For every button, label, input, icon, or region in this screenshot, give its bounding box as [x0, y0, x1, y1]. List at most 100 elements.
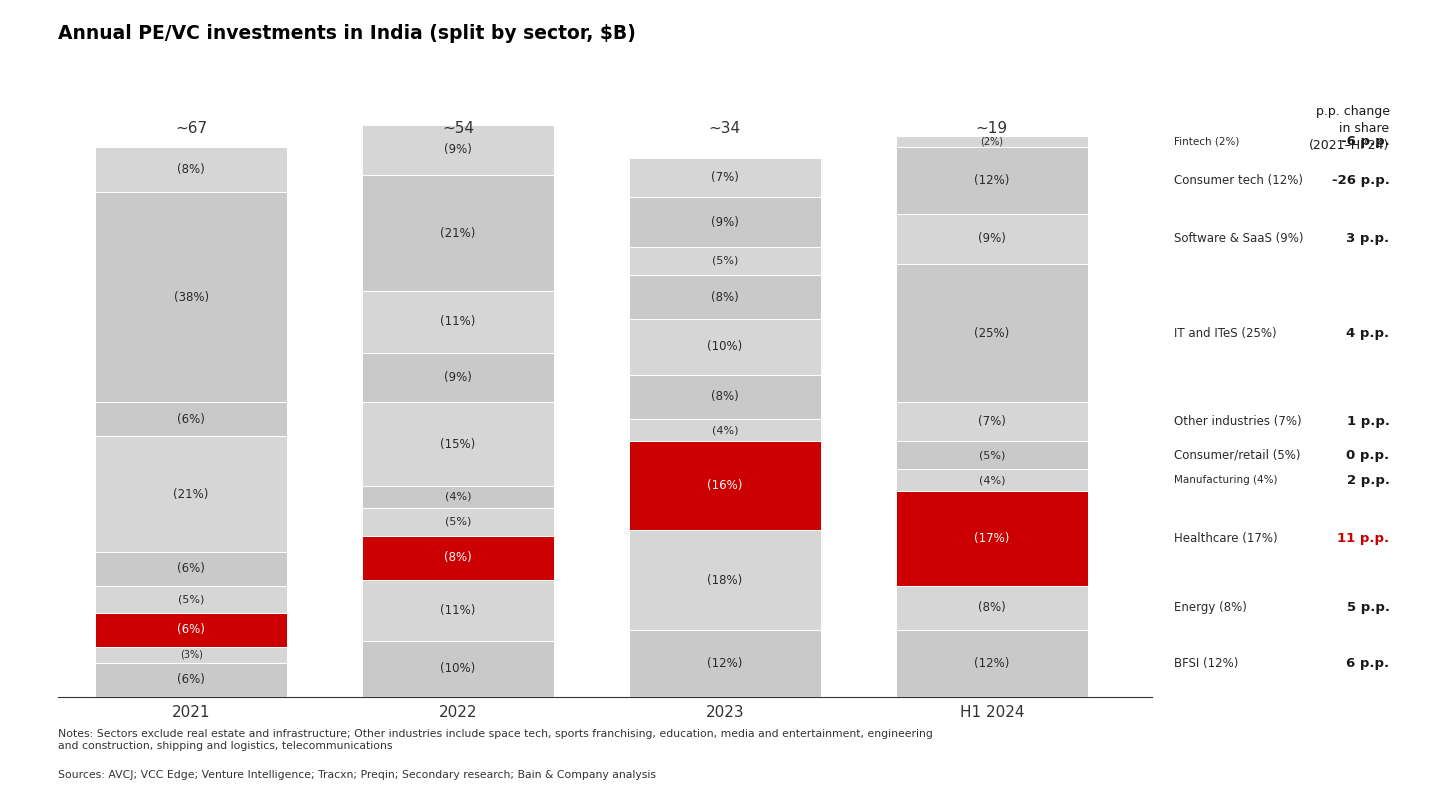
Text: (6%): (6%) — [177, 562, 204, 575]
Text: (21%): (21%) — [441, 227, 475, 240]
Bar — [896, 136, 1089, 147]
Text: (11%): (11%) — [441, 604, 475, 617]
Text: (3%): (3%) — [180, 650, 203, 660]
Bar — [361, 486, 554, 508]
Bar — [95, 613, 287, 646]
Text: (8%): (8%) — [711, 390, 739, 403]
Text: (12%): (12%) — [707, 657, 743, 670]
Bar — [629, 275, 821, 319]
Bar — [95, 663, 287, 697]
Bar — [361, 641, 554, 697]
Bar — [896, 586, 1089, 630]
Text: (4%): (4%) — [979, 475, 1005, 485]
Bar — [95, 586, 287, 613]
Text: (11%): (11%) — [441, 315, 475, 329]
Bar — [896, 264, 1089, 403]
Bar — [629, 630, 821, 697]
Text: (12%): (12%) — [973, 174, 1009, 187]
Bar — [896, 630, 1089, 697]
Bar — [896, 469, 1089, 491]
Bar — [629, 197, 821, 247]
Bar — [629, 247, 821, 275]
Bar — [896, 214, 1089, 264]
Text: 1 p.p.: 1 p.p. — [1346, 416, 1390, 428]
Text: (8%): (8%) — [978, 601, 1005, 614]
Bar — [95, 191, 287, 403]
Bar — [629, 375, 821, 419]
Text: (8%): (8%) — [711, 291, 739, 304]
Text: ~54: ~54 — [442, 121, 474, 136]
Text: (5%): (5%) — [711, 256, 739, 266]
Bar — [361, 352, 554, 403]
Text: (18%): (18%) — [707, 573, 743, 586]
Bar — [896, 403, 1089, 441]
Text: Fintech (2%): Fintech (2%) — [1174, 137, 1238, 147]
Text: (16%): (16%) — [707, 480, 743, 492]
Text: 11 p.p.: 11 p.p. — [1338, 532, 1390, 545]
Text: (10%): (10%) — [441, 663, 475, 676]
Text: Other industries (7%): Other industries (7%) — [1174, 416, 1302, 428]
Text: (7%): (7%) — [711, 171, 739, 184]
Text: IT and ITeS (25%): IT and ITeS (25%) — [1174, 326, 1276, 339]
Bar — [361, 508, 554, 535]
Text: (9%): (9%) — [978, 232, 1005, 245]
Text: ~34: ~34 — [708, 121, 742, 136]
Bar — [896, 491, 1089, 586]
Bar — [629, 530, 821, 630]
Text: 6 p.p.: 6 p.p. — [1346, 657, 1390, 670]
Text: ~67: ~67 — [176, 121, 207, 136]
Text: Energy (8%): Energy (8%) — [1174, 601, 1247, 614]
Text: (5%): (5%) — [179, 595, 204, 604]
Text: (10%): (10%) — [707, 340, 743, 353]
Text: (21%): (21%) — [173, 488, 209, 501]
Text: (6%): (6%) — [177, 673, 204, 686]
Text: Notes: Sectors exclude real estate and infrastructure; Other industries include : Notes: Sectors exclude real estate and i… — [58, 729, 933, 751]
Text: BFSI (12%): BFSI (12%) — [1174, 657, 1238, 670]
Text: (4%): (4%) — [445, 492, 471, 502]
Text: (8%): (8%) — [177, 163, 204, 176]
Text: Manufacturing (4%): Manufacturing (4%) — [1174, 475, 1277, 485]
Bar — [95, 436, 287, 552]
Text: (4%): (4%) — [711, 425, 739, 435]
Text: (6%): (6%) — [177, 412, 204, 425]
Text: 3 p.p.: 3 p.p. — [1346, 232, 1390, 245]
Text: -26 p.p.: -26 p.p. — [1332, 174, 1390, 187]
Text: (17%): (17%) — [973, 532, 1009, 545]
Text: (9%): (9%) — [444, 143, 472, 156]
Bar — [361, 580, 554, 641]
Bar — [629, 441, 821, 530]
Bar — [361, 175, 554, 292]
Bar — [95, 147, 287, 191]
Text: Healthcare (17%): Healthcare (17%) — [1174, 532, 1277, 545]
Text: Annual PE/VC investments in India (split by sector, $B): Annual PE/VC investments in India (split… — [58, 24, 635, 43]
Text: (12%): (12%) — [973, 657, 1009, 670]
Text: Sources: AVCJ; VCC Edge; Venture Intelligence; Tracxn; Preqin; Secondary researc: Sources: AVCJ; VCC Edge; Venture Intelli… — [58, 770, 655, 779]
Text: Software & SaaS (9%): Software & SaaS (9%) — [1174, 232, 1303, 245]
Bar — [361, 535, 554, 580]
Text: ~19: ~19 — [976, 121, 1008, 136]
Text: (38%): (38%) — [173, 291, 209, 304]
Bar — [896, 147, 1089, 214]
Bar — [361, 403, 554, 486]
Text: (5%): (5%) — [979, 450, 1005, 460]
Bar — [95, 646, 287, 663]
Text: (25%): (25%) — [975, 326, 1009, 339]
Bar — [629, 419, 821, 441]
Text: 0 p.p.: 0 p.p. — [1346, 449, 1390, 462]
Text: Consumer/retail (5%): Consumer/retail (5%) — [1174, 449, 1300, 462]
Text: (5%): (5%) — [445, 517, 471, 526]
Text: 4 p.p.: 4 p.p. — [1346, 326, 1390, 339]
Bar — [361, 292, 554, 352]
Text: 2 p.p.: 2 p.p. — [1346, 474, 1390, 487]
Bar — [361, 125, 554, 175]
Text: (7%): (7%) — [978, 416, 1005, 428]
Bar — [95, 403, 287, 436]
Bar — [629, 319, 821, 375]
Text: -6 p.p.: -6 p.p. — [1341, 135, 1390, 148]
Text: 5 p.p.: 5 p.p. — [1346, 601, 1390, 614]
Text: (6%): (6%) — [177, 624, 204, 637]
Text: (9%): (9%) — [711, 215, 739, 228]
Text: (8%): (8%) — [444, 552, 472, 565]
Text: (15%): (15%) — [441, 437, 475, 450]
Text: Consumer tech (12%): Consumer tech (12%) — [1174, 174, 1303, 187]
